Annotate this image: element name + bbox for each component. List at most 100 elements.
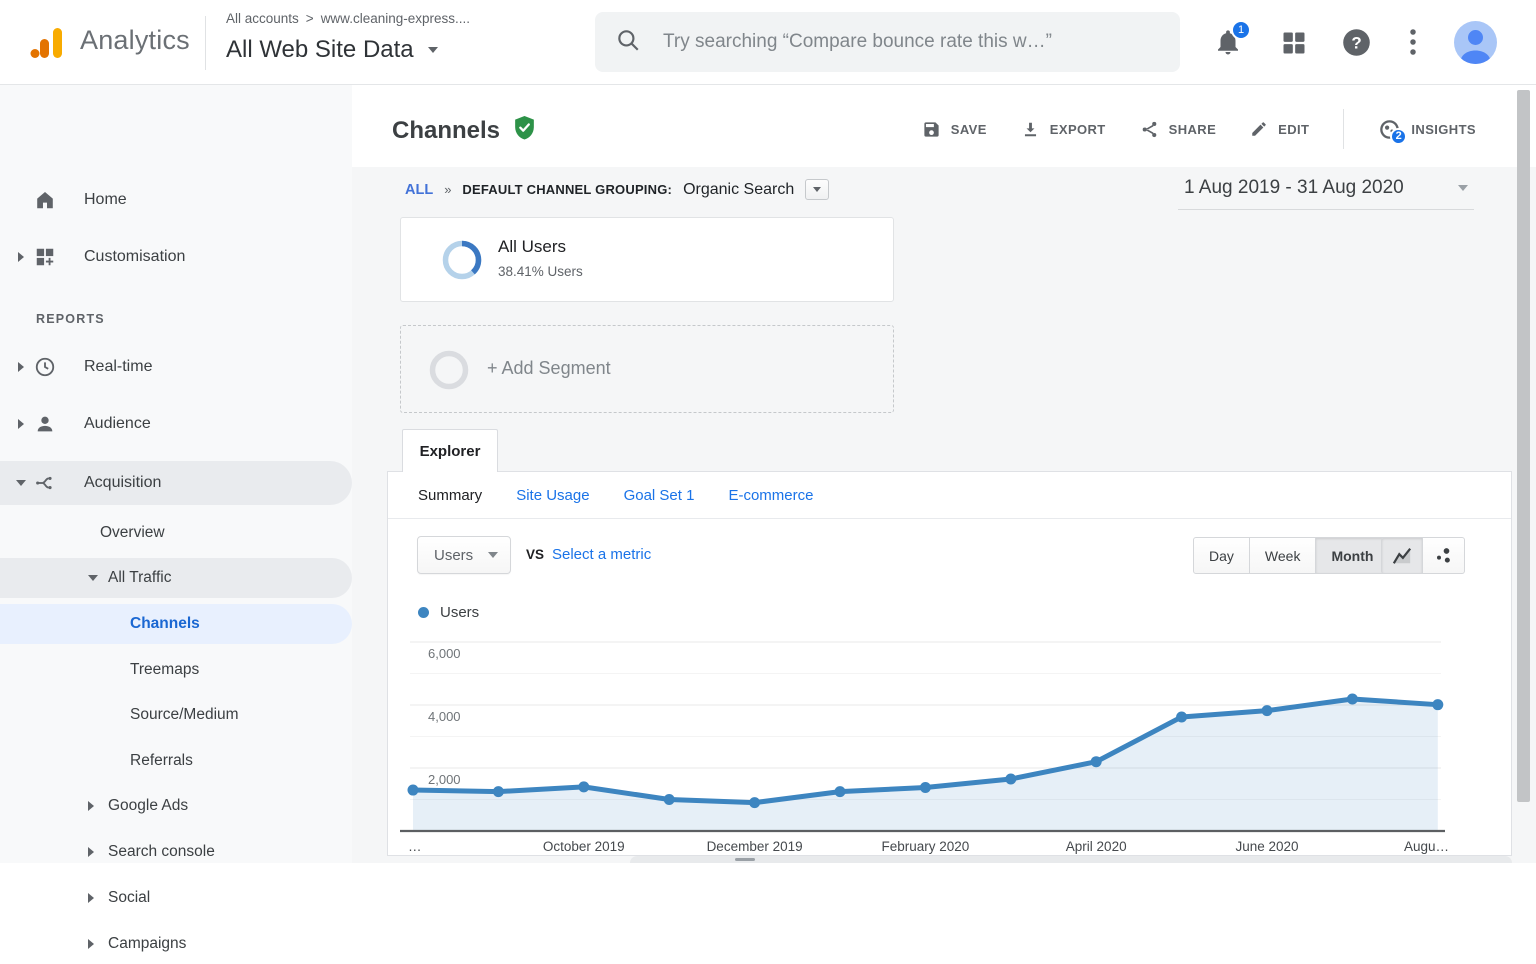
sidebar-item-referrals[interactable]: Referrals	[0, 741, 352, 781]
scatter-chart-icon	[1436, 547, 1450, 563]
sidebar-item-acquisition[interactable]: Acquisition	[0, 461, 352, 505]
sidebar-item-audience[interactable]: Audience	[0, 404, 352, 444]
horizontal-scrollbar[interactable]	[630, 856, 1512, 863]
notifications-button[interactable]: 1	[1213, 20, 1251, 60]
sidebar-label: Google Ads	[108, 797, 189, 814]
explorer-panel: Summary Site Usage Goal Set 1 E-commerce…	[387, 471, 1512, 856]
legend-label-users: Users	[440, 604, 480, 621]
analytics-logo-icon[interactable]	[26, 22, 68, 69]
sidebar-item-google-ads[interactable]: Google Ads	[0, 786, 352, 826]
sidebar-label: All Traffic	[108, 569, 172, 586]
chevron-down-icon	[813, 187, 822, 192]
sidebar-nav: Home Customisation REPORTS Real-time Aud…	[0, 85, 352, 952]
svg-text:Augu…: Augu…	[1404, 839, 1449, 854]
subtab-site-usage[interactable]: Site Usage	[516, 486, 590, 504]
sidebar-label: Audience	[84, 415, 151, 432]
expand-right-icon	[88, 893, 94, 903]
sidebar-item-channels[interactable]: Channels	[0, 604, 352, 644]
sidebar-item-treemaps[interactable]: Treemaps	[0, 650, 352, 690]
date-range-selector[interactable]: 1 Aug 2019 - 31 Aug 2020	[1178, 177, 1474, 210]
sidebar-label: Real-time	[84, 358, 153, 375]
metric-dropdown[interactable]: Users	[417, 536, 511, 574]
save-button[interactable]: SAVE	[922, 120, 987, 139]
granularity-month[interactable]: Month	[1316, 537, 1390, 574]
sidebar-item-realtime[interactable]: Real-time	[0, 347, 352, 387]
export-button[interactable]: EXPORT	[1021, 120, 1106, 139]
svg-text:6,000: 6,000	[428, 646, 461, 661]
export-label: EXPORT	[1049, 121, 1106, 137]
select-metric-link[interactable]: Select a metric	[552, 546, 652, 563]
tab-explorer[interactable]: Explorer	[402, 429, 498, 472]
line-chart-type-button[interactable]	[1381, 537, 1423, 574]
report-header	[352, 85, 1536, 167]
scrollbar-handle[interactable]	[735, 858, 755, 861]
sidebar-item-overview[interactable]: Overview	[0, 513, 352, 553]
breadcrumb[interactable]: All accounts > www.cleaning-express....	[226, 11, 470, 26]
share-label: SHARE	[1168, 121, 1217, 137]
sidebar-label: Customisation	[84, 248, 186, 265]
search-input[interactable]: Try searching “Compare bounce rate this …	[595, 12, 1180, 72]
edit-button[interactable]: EDIT	[1250, 120, 1309, 138]
filter-separator: »	[444, 182, 452, 197]
sidebar-item-home[interactable]: Home	[0, 180, 352, 220]
date-range-text: 1 Aug 2019 - 31 Aug 2020	[1184, 177, 1404, 198]
vertical-scrollbar-thumb[interactable]	[1517, 90, 1530, 802]
add-segment-card[interactable]: + Add Segment	[400, 325, 894, 413]
breadcrumb-account[interactable]: www.cleaning-express....	[320, 11, 470, 26]
svg-text:October 2019: October 2019	[543, 839, 625, 854]
sidebar-item-source-medium[interactable]: Source/Medium	[0, 695, 352, 735]
apps-grid-button[interactable]	[1280, 29, 1308, 62]
breadcrumb-root[interactable]: All accounts	[226, 11, 299, 26]
filter-all-link[interactable]: ALL	[405, 181, 434, 198]
more-menu-button[interactable]	[1406, 27, 1420, 62]
account-avatar[interactable]	[1454, 21, 1497, 69]
view-name[interactable]: All Web Site Data	[226, 36, 414, 63]
main-content: Channels SAVE EXPORT SHARE	[352, 85, 1536, 863]
sidebar-section-reports: REPORTS	[36, 312, 105, 326]
sidebar-label: Referrals	[130, 752, 193, 769]
segment-card-all-users[interactable]: All Users 38.41% Users	[400, 217, 894, 302]
channel-filter-bar: ALL » DEFAULT CHANNEL GROUPING: Organic …	[405, 179, 830, 200]
edit-icon	[1252, 122, 1266, 136]
help-icon: ?	[1343, 29, 1370, 56]
svg-text:…: …	[408, 839, 422, 854]
property-selector[interactable]: All Web Site Data	[226, 36, 438, 64]
sidebar-item-search-console[interactable]: Search console	[0, 832, 352, 872]
subtab-goal-set-1[interactable]: Goal Set 1	[623, 486, 695, 504]
expand-right-icon	[18, 252, 24, 262]
legend-marker-users	[418, 607, 429, 618]
segment-donut-chart	[441, 239, 483, 286]
chevron-down-icon	[427, 47, 438, 53]
save-label: SAVE	[950, 121, 987, 137]
share-button[interactable]: SHARE	[1140, 120, 1217, 139]
insights-button[interactable]: 2 INSIGHTS	[1378, 118, 1476, 145]
grouping-value: Organic Search	[683, 180, 795, 198]
explorer-subtabs: Summary Site Usage Goal Set 1 E-commerce	[388, 472, 1511, 519]
metric-dropdown-value: Users	[434, 546, 474, 564]
sidebar-label: Source/Medium	[130, 706, 239, 723]
header-divider	[205, 16, 206, 70]
sidebar-item-campaigns[interactable]: Campaigns	[0, 924, 352, 964]
expand-down-icon	[16, 480, 26, 486]
person-icon	[34, 413, 56, 435]
grouping-dropdown-button[interactable]	[805, 179, 830, 200]
traffic-chart[interactable]: 6,000 4,000 2,000 … October 2019 December 201…	[388, 630, 1511, 856]
granularity-week[interactable]: Week	[1249, 537, 1317, 574]
chevron-down-icon	[1458, 185, 1468, 191]
sidebar-item-customisation[interactable]: Customisation	[0, 237, 352, 277]
expand-right-icon	[18, 419, 24, 429]
sidebar-item-all-traffic[interactable]: All Traffic	[0, 558, 352, 598]
home-icon	[34, 189, 56, 211]
subtab-ecommerce[interactable]: E-commerce	[728, 486, 814, 504]
save-icon	[924, 121, 939, 137]
svg-text:February 2020: February 2020	[881, 839, 969, 854]
motion-chart-type-button[interactable]	[1423, 537, 1465, 574]
sidebar-label: Acquisition	[84, 474, 162, 491]
clock-icon	[34, 356, 56, 378]
granularity-day[interactable]: Day	[1193, 537, 1250, 574]
chart-type-toggle	[1381, 537, 1465, 574]
sidebar-item-social[interactable]: Social	[0, 878, 352, 918]
help-button[interactable]: ?	[1342, 28, 1371, 62]
subtab-summary[interactable]: Summary	[418, 486, 483, 504]
sidebar-label: Search console	[108, 843, 215, 860]
